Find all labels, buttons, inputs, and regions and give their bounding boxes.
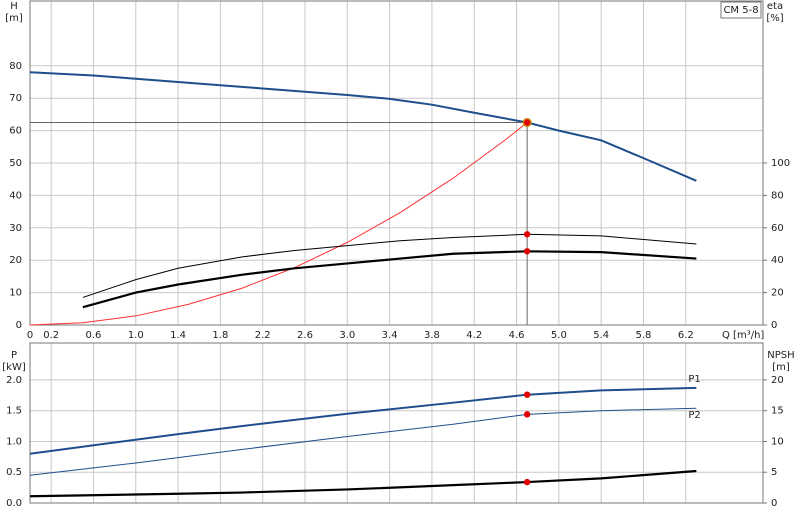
x-tick-label: 1.8 [212, 330, 228, 341]
curve [29, 407, 697, 476]
y-tick-label: 60 [9, 126, 22, 137]
y2-unit: [m] [772, 362, 790, 373]
y-unit: [m] [5, 13, 23, 24]
y-tick-label: 0 [16, 320, 22, 331]
y-label: P [11, 350, 17, 361]
y-tick-label: 0.0 [6, 498, 22, 509]
y2-tick-label: 40 [771, 255, 784, 266]
duty-dot [523, 391, 531, 398]
y2-tick-label: 15 [771, 406, 784, 417]
duty-dot [523, 411, 531, 418]
y2-tick-label: 20 [771, 288, 784, 299]
annotation-box [720, 1, 762, 19]
x-tick-label: 6.2 [678, 330, 694, 341]
series-label: P2 [688, 410, 700, 421]
curve [82, 250, 697, 309]
annotation: CM 5-8 [723, 5, 758, 16]
plot-frame [29, 0, 764, 326]
duty-dot [523, 231, 531, 238]
x-tick-label: 4.2 [466, 330, 482, 341]
y-unit: [kW] [2, 362, 26, 373]
curve [29, 469, 697, 498]
y-tick-label: 1.5 [6, 406, 22, 417]
x-tick-label: 3.8 [424, 330, 440, 341]
x-tick-label: 4.6 [509, 330, 525, 341]
y2-tick-label: 0 [771, 498, 777, 509]
x-tick-label: 2.6 [297, 330, 313, 341]
y-tick-label: 40 [9, 190, 22, 201]
plot-frame [29, 342, 764, 504]
y2-tick-label: 5 [771, 467, 777, 478]
y2-tick-label: 0 [771, 320, 777, 331]
y-tick-label: 2.0 [6, 375, 22, 386]
x-label: Q [m³/h] [722, 330, 764, 341]
y-tick-label: 30 [9, 223, 22, 234]
y-label: H [10, 1, 18, 12]
x-tick-label: 0.6 [86, 330, 102, 341]
y2-label: eta [767, 1, 783, 12]
curve [29, 122, 528, 326]
x-tick-label: 3.4 [382, 330, 398, 341]
y-tick-label: 70 [9, 93, 22, 104]
x-tick-label: 0.2 [43, 330, 59, 341]
y2-tick-label: 20 [771, 375, 784, 386]
x-tick-label: 0 [27, 330, 33, 341]
x-tick-label: 5.0 [551, 330, 567, 341]
y2-tick-label: 100 [771, 158, 790, 169]
y-tick-label: 20 [9, 255, 22, 266]
series-label: P1 [688, 374, 700, 385]
y-tick-label: 0.5 [6, 467, 22, 478]
y2-label: NPSH [767, 350, 794, 361]
x-tick-label: 5.8 [636, 330, 652, 341]
y-tick-label: 80 [9, 61, 22, 72]
curve [29, 386, 697, 455]
curve [29, 71, 697, 182]
y-tick-label: 1.0 [6, 436, 22, 447]
y2-tick-label: 60 [771, 223, 784, 234]
y-tick-label: 50 [9, 158, 22, 169]
x-tick-label: 5.4 [593, 330, 609, 341]
y2-tick-label: 80 [771, 190, 784, 201]
y2-unit: [%] [766, 13, 783, 24]
duty-dot [523, 119, 531, 126]
y2-tick-label: 10 [771, 436, 784, 447]
x-tick-label: 1.4 [170, 330, 186, 341]
duty-dot [523, 248, 531, 255]
y-tick-label: 10 [9, 288, 22, 299]
x-tick-label: 3.0 [339, 330, 355, 341]
x-tick-label: 1.0 [128, 330, 144, 341]
curve [82, 233, 697, 298]
x-tick-label: 2.2 [255, 330, 271, 341]
duty-dot [523, 478, 531, 486]
